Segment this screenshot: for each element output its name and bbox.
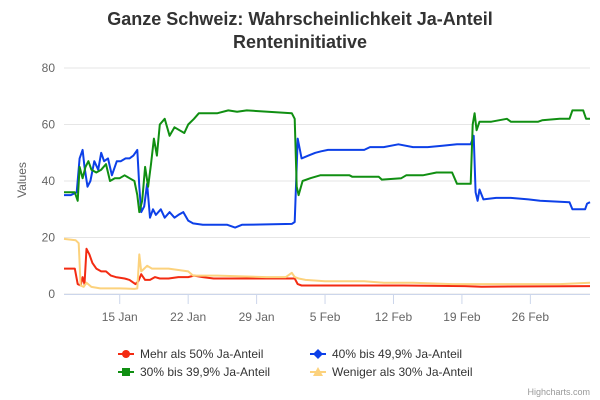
plot-area [63, 109, 591, 290]
y-axis-label: Values [15, 162, 29, 198]
y-tick-label: 0 [48, 287, 55, 301]
x-tick-label: 29 Jan [239, 310, 275, 324]
legend-item-4[interactable]: Weniger als 30% Ja-Anteil [310, 365, 473, 379]
legend-item-1[interactable]: Mehr als 50% Ja-Anteil [118, 347, 263, 361]
legend-label-4: Weniger als 30% Ja-Anteil [332, 365, 473, 379]
legend-item-3[interactable]: 30% bis 39,9% Ja-Anteil [118, 365, 270, 379]
x-tick-label: 22 Jan [170, 310, 206, 324]
series-line-3 [64, 109, 590, 214]
legend[interactable]: Mehr als 50% Ja-Anteil 40% bis 49,9% Ja-A… [118, 347, 473, 379]
x-tick-label: 19 Feb [443, 310, 481, 324]
x-tick-label: 12 Feb [375, 310, 413, 324]
legend-label-3: 30% bis 39,9% Ja-Anteil [140, 365, 270, 379]
chart-title-line-1: Ganze Schweiz: Wahrscheinlichkeit Ja-Ant… [107, 9, 492, 29]
legend-label-2: 40% bis 49,9% Ja-Anteil [332, 347, 462, 361]
series-line-1 [64, 247, 591, 288]
chart-title-line-2: Renteninitiative [233, 32, 367, 52]
legend-marker-square [122, 368, 130, 376]
x-tick-label: 5 Feb [310, 310, 341, 324]
legend-label-1: Mehr als 50% Ja-Anteil [140, 347, 263, 361]
legend-marker-triangle [313, 367, 323, 376]
series-line-4 [63, 237, 591, 290]
y-tick-label: 80 [42, 61, 56, 75]
x-tick-label: 15 Jan [102, 310, 138, 324]
legend-marker-circle [122, 350, 130, 358]
series-line-2 [64, 134, 591, 229]
y-tick-label: 40 [42, 174, 56, 188]
legend-marker-diamond [313, 349, 323, 359]
credit-link[interactable]: Highcharts.com [527, 387, 590, 397]
legend-item-2[interactable]: 40% bis 49,9% Ja-Anteil [310, 347, 462, 361]
y-axis: 0 20 40 60 80 [42, 61, 56, 301]
x-tick-label: 26 Feb [512, 310, 550, 324]
x-axis: 15 Jan 22 Jan 29 Jan 5 Feb 12 Feb 19 Feb 26 Fe… [64, 294, 590, 324]
y-tick-label: 60 [42, 118, 56, 132]
y-tick-label: 20 [42, 231, 56, 245]
